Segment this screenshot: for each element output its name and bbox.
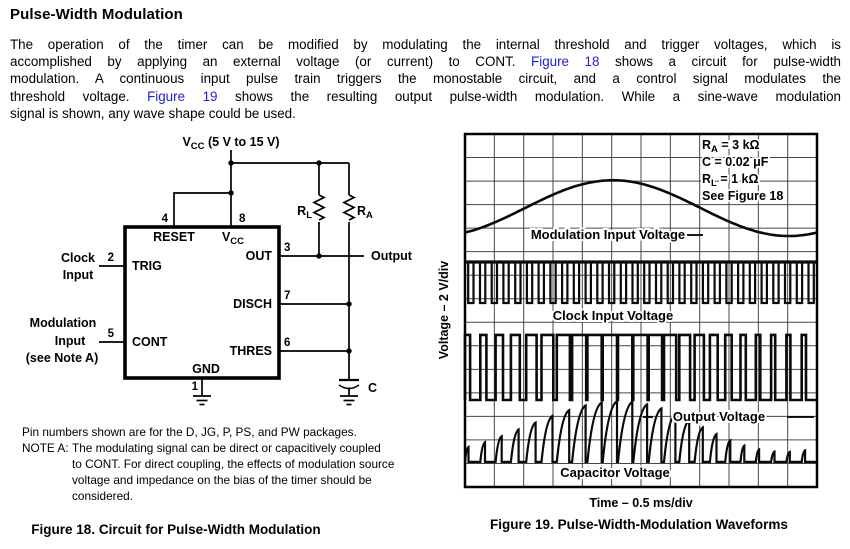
clock-input-label-1: Clock [61,251,95,265]
resistor-ra [342,194,356,221]
pin-number-8: 8 [239,213,246,225]
x-axis-label: Time – 0.5 ms/div [589,496,692,510]
output-label: Output [371,249,413,263]
paragraph-text: signal is shown, any wave shape could be… [10,105,296,121]
paragraph-line: modulation. A continuous input pulse tra… [10,70,841,87]
ic-label-vcc: VCC [222,230,244,247]
clock-input-label-2: Input [63,268,94,282]
pin-number-3: 3 [284,242,290,254]
note-a-text: The modulating signal can be direct or c… [72,440,394,504]
pin-number-7: 7 [284,290,290,302]
ground-symbol-capacitor [340,395,358,406]
modulation-input-voltage-label: Modulation Input Voltage [531,227,685,242]
paragraph-text: shows the resulting output pulse-width m… [217,88,841,104]
ra-label: RA [357,204,373,221]
see-note-a-label: (see Note A) [26,351,98,365]
note-a-line: considered. [72,489,133,503]
figure19-link[interactable]: Figure 19 [147,88,218,104]
pin-number-1: 1 [192,381,199,393]
condition-2: RL = 1 kΩ [702,172,759,189]
ic-label-cont: CONT [132,335,168,349]
paragraph-text: modulation. A continuous input pulse tra… [10,71,841,87]
chart-border [463,132,819,489]
ic-label-disch: DISCH [233,297,272,311]
condition-0: RA = 3 kΩ [702,138,760,155]
condition-1: C = 0.02 μF [702,155,769,169]
vcc-supply-label: VCC (5 V to 15 V) [182,135,279,152]
pin-number-6: 6 [284,337,290,349]
paragraph-line: signal is shown, any wave shape could be… [10,105,841,122]
page-title: Pulse-Width Modulation [10,6,183,23]
note-a-line: The modulating signal can be direct or c… [72,441,381,455]
note-a-line: to CONT. For direct coupling, the effect… [72,457,395,471]
note-a-label: NOTE A: [22,441,69,455]
note-a: NOTE A: The modulating signal can be dir… [22,440,424,504]
intro-paragraph: The operation of the timer can be modifi… [10,36,841,122]
ic-label-gnd: GND [192,362,220,376]
figure18-block: VCC (5 V to 15 V) RESET VCC TRIG CONT OU… [2,130,439,537]
clock-input-voltage-label: Clock Input Voltage [553,308,673,323]
figure19-block: Modulation Input Voltage Clock Input Volt… [437,130,841,532]
c-label: C [368,381,377,395]
pin-number-5: 5 [108,328,115,340]
capacitor-c [338,378,360,396]
paragraph-text: threshold voltage. [10,88,148,104]
output-voltage-label: Output Voltage [673,409,765,424]
junction-dots [228,160,352,354]
paragraph-line: accomplished by applying an external vol… [10,53,841,70]
rl-label: RL [297,204,312,221]
paragraph-text: shows a circuit for pulse-width [599,54,841,70]
circuit-wires [99,150,364,396]
modulation-input-voltage-trace [464,178,818,238]
condition-3: See Figure 18 [702,189,783,203]
figure18-link[interactable]: Figure 18 [531,54,600,70]
figure19-caption: Figure 19. Pulse-Width-Modulation Wavefo… [490,517,788,532]
y-axis-label: Voltage – 2 V/div [437,261,451,359]
capacitor-voltage-label: Capacitor Voltage [560,465,670,480]
paragraph-line: threshold voltage. Figure 19 shows the r… [10,88,841,105]
ground-symbol-gnd-pin [193,395,211,406]
ic-label-out: OUT [246,249,273,263]
circuit-diagram: VCC (5 V to 15 V) RESET VCC TRIG CONT OU… [26,135,413,406]
waveform-chart: Modulation Input Voltage Clock Input Volt… [437,132,819,510]
paragraph-line: The operation of the timer can be modifi… [10,36,841,53]
pin-number-4: 4 [162,213,169,225]
pin-packages-note: Pin numbers shown are for the D, JG, P, … [22,425,357,439]
paragraph-text: The operation of the timer can be modifi… [10,37,841,52]
waveform-traces [463,178,818,463]
ic-label-trig: TRIG [132,259,162,273]
ic-555-body [123,225,281,380]
figure18-caption: Figure 18. Circuit for Pulse-Width Modul… [31,522,321,537]
paragraph-text: accomplished by applying an external vol… [10,54,532,70]
ic-label-reset: RESET [153,230,195,244]
capacitor-voltage-trace [463,399,817,463]
note-a-line: voltage and impedance on the bias of the… [72,473,372,487]
trace-labels: Modulation Input Voltage Clock Input Volt… [529,225,814,482]
pin-number-2: 2 [108,252,114,264]
figure18-notes: Pin numbers shown are for the D, JG, P, … [22,424,424,504]
output-voltage-trace [463,333,817,402]
modulation-input-label-1: Modulation [30,316,97,330]
modulation-input-label-2: Input [55,334,86,348]
ic-label-thres: THRES [230,344,272,358]
resistor-rl [312,194,326,221]
